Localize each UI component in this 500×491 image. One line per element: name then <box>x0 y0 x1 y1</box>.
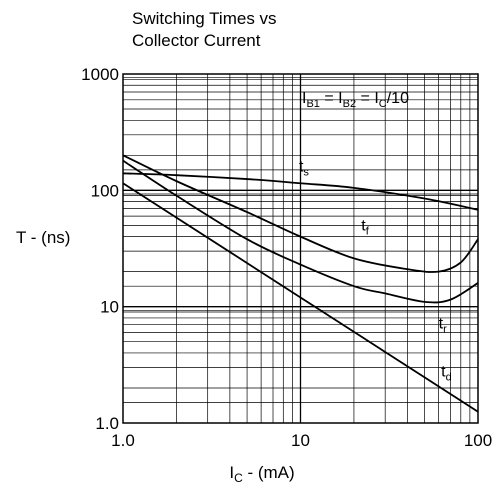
x-axis-label-subscript: C <box>234 471 243 485</box>
series-label-tf: tf <box>361 218 369 238</box>
condition-annotation: IB1 = IB2 = IC/10 <box>302 90 409 110</box>
x-axis-label-main: I <box>229 463 234 482</box>
x-tick-label: 10 <box>291 431 310 450</box>
series-label-td: td <box>441 364 452 384</box>
condition-subscript: B2 <box>343 98 356 110</box>
condition-subscript: C <box>379 98 387 110</box>
series-line-tr <box>122 159 479 304</box>
x-axis-label: IC - (mA) <box>229 463 294 485</box>
series-label-subscript: s <box>303 167 309 179</box>
y-axis-label: T - (ns) <box>16 228 70 247</box>
series-label-main: t <box>441 364 446 381</box>
y-tick-label: 1000 <box>81 65 119 84</box>
series-label-subscript: f <box>366 226 370 238</box>
series-line-td <box>122 182 479 413</box>
series-label-main: t <box>361 218 366 235</box>
series-line-ts <box>122 172 479 211</box>
x-axis-label-unit: - (mA) <box>243 463 295 482</box>
chart-title-line-2: Collector Current <box>132 31 261 50</box>
series-label-main: t <box>439 315 444 332</box>
series-label-main: t <box>299 159 304 176</box>
y-tick-label: 100 <box>91 181 119 200</box>
condition-subscript: B1 <box>306 98 319 110</box>
condition-text: I <box>302 90 306 107</box>
y-tick-label: 10 <box>100 298 119 317</box>
x-tick-label: 100 <box>464 431 492 450</box>
condition-text: /10 <box>387 90 409 107</box>
plot-frame <box>122 73 479 424</box>
x-tick-label: 1.0 <box>111 431 135 450</box>
series-layer <box>122 154 479 413</box>
series-label-ts: ts <box>299 159 309 179</box>
chart-title-line-1: Switching Times vs <box>132 9 277 28</box>
grid-lines <box>123 74 478 423</box>
condition-text: = I <box>320 90 343 107</box>
series-label-tr: tr <box>439 315 447 335</box>
y-tick-label: 1.0 <box>95 414 119 433</box>
series-label-subscript: r <box>443 323 447 335</box>
series-label-subscript: d <box>446 372 452 384</box>
series-line-tf <box>122 154 479 273</box>
condition-text: = I <box>356 90 379 107</box>
